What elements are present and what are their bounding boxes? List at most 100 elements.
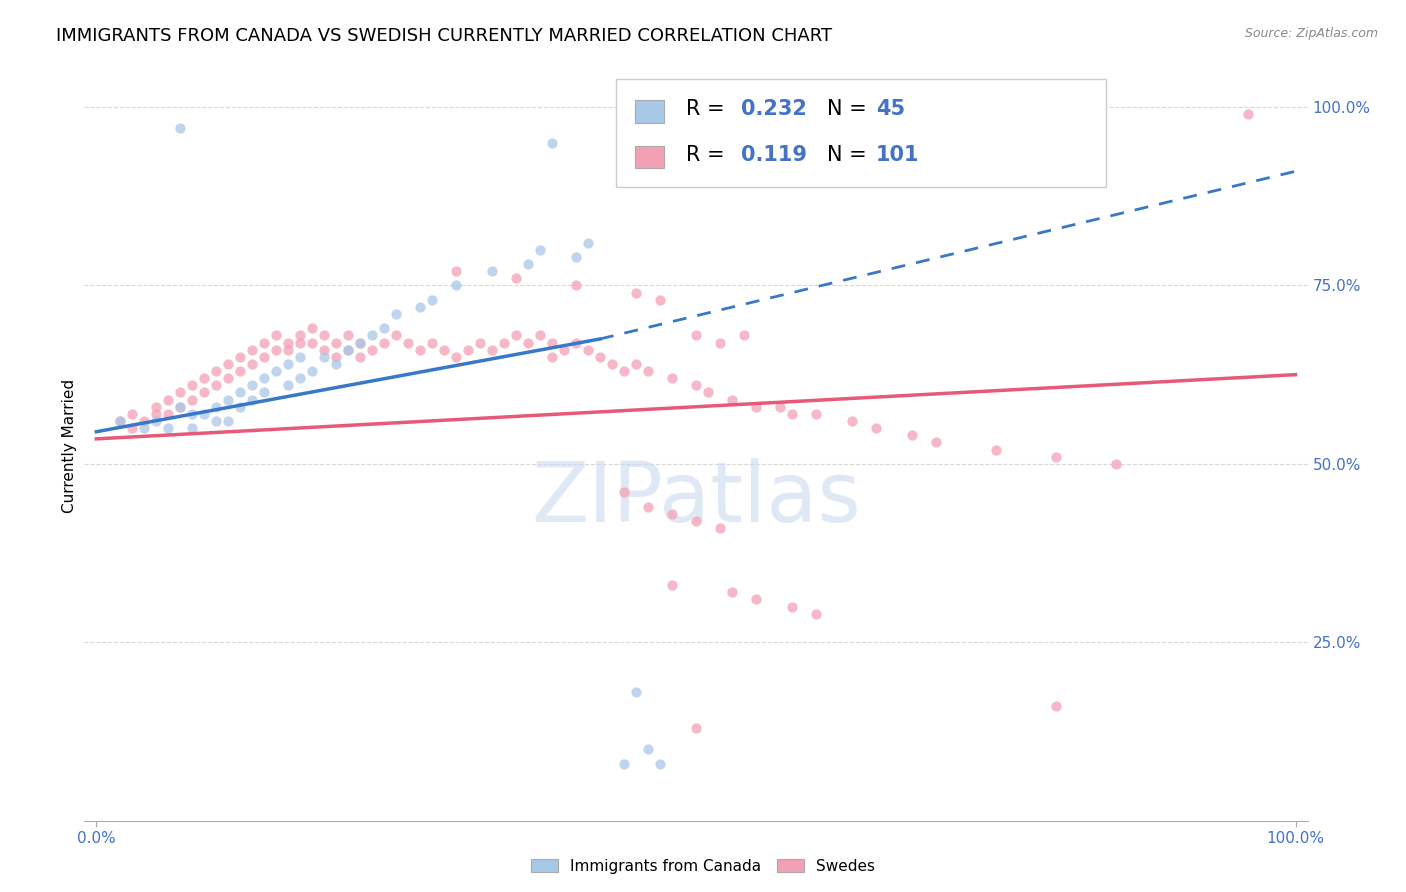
- Point: [780, 407, 803, 421]
- Point: [240, 343, 263, 357]
- Point: [553, 343, 575, 357]
- Point: [181, 392, 204, 407]
- Point: [841, 414, 863, 428]
- Point: [217, 357, 239, 371]
- Point: [314, 328, 336, 343]
- Point: [637, 364, 659, 378]
- Point: [444, 264, 467, 278]
- Point: [804, 407, 827, 421]
- Point: [169, 121, 191, 136]
- Point: [901, 428, 924, 442]
- Point: [314, 350, 336, 364]
- Point: [314, 343, 336, 357]
- Point: [685, 514, 707, 528]
- Point: [205, 400, 228, 414]
- Point: [661, 371, 683, 385]
- Text: 0.232: 0.232: [741, 99, 807, 120]
- Point: [121, 421, 143, 435]
- Point: [565, 250, 588, 264]
- Point: [169, 385, 191, 400]
- Point: [205, 414, 228, 428]
- Point: [373, 335, 395, 350]
- Text: 45: 45: [876, 99, 905, 120]
- Point: [121, 407, 143, 421]
- Point: [385, 307, 408, 321]
- Point: [661, 507, 683, 521]
- Point: [1236, 107, 1258, 121]
- Point: [505, 328, 527, 343]
- Text: N =: N =: [827, 145, 873, 165]
- Point: [457, 343, 479, 357]
- Point: [240, 357, 263, 371]
- Point: [721, 392, 744, 407]
- Point: [193, 407, 215, 421]
- Point: [169, 400, 191, 414]
- Legend: Immigrants from Canada, Swedes: Immigrants from Canada, Swedes: [524, 853, 882, 880]
- Point: [697, 385, 720, 400]
- Point: [301, 335, 323, 350]
- Point: [517, 257, 540, 271]
- Point: [181, 407, 204, 421]
- Point: [181, 378, 204, 392]
- Point: [529, 243, 551, 257]
- Point: [205, 378, 228, 392]
- Point: [600, 357, 623, 371]
- Point: [145, 414, 167, 428]
- Point: [134, 421, 156, 435]
- Point: [373, 321, 395, 335]
- Point: [624, 357, 647, 371]
- Y-axis label: Currently Married: Currently Married: [62, 379, 77, 513]
- Point: [264, 364, 287, 378]
- Point: [337, 343, 360, 357]
- Text: Source: ZipAtlas.com: Source: ZipAtlas.com: [1244, 27, 1378, 40]
- Point: [264, 343, 287, 357]
- Point: [157, 421, 180, 435]
- Point: [685, 378, 707, 392]
- Point: [181, 421, 204, 435]
- Point: [505, 271, 527, 285]
- Point: [290, 371, 312, 385]
- Point: [157, 392, 180, 407]
- Text: 0.119: 0.119: [741, 145, 807, 165]
- Point: [229, 364, 252, 378]
- Point: [337, 328, 360, 343]
- Point: [984, 442, 1007, 457]
- Point: [420, 335, 443, 350]
- Point: [277, 343, 299, 357]
- FancyBboxPatch shape: [636, 100, 664, 123]
- Point: [780, 599, 803, 614]
- Point: [193, 371, 215, 385]
- Point: [648, 756, 671, 771]
- Point: [576, 235, 599, 250]
- Point: [264, 328, 287, 343]
- Point: [409, 300, 432, 314]
- Point: [385, 328, 408, 343]
- Point: [409, 343, 432, 357]
- Point: [290, 335, 312, 350]
- Point: [481, 264, 503, 278]
- FancyBboxPatch shape: [636, 145, 664, 169]
- Point: [1045, 450, 1067, 464]
- Point: [541, 350, 564, 364]
- Text: 101: 101: [876, 145, 920, 165]
- Point: [804, 607, 827, 621]
- Text: R =: R =: [686, 145, 738, 165]
- Point: [661, 578, 683, 592]
- Point: [745, 400, 768, 414]
- Point: [349, 350, 371, 364]
- Point: [624, 285, 647, 300]
- Point: [361, 328, 384, 343]
- Point: [205, 364, 228, 378]
- Point: [865, 421, 887, 435]
- Point: [541, 136, 564, 150]
- Point: [325, 357, 347, 371]
- Point: [565, 278, 588, 293]
- Point: [301, 321, 323, 335]
- Point: [541, 335, 564, 350]
- Point: [733, 328, 755, 343]
- Point: [494, 335, 516, 350]
- Point: [624, 685, 647, 699]
- Point: [290, 350, 312, 364]
- Point: [709, 521, 731, 535]
- Point: [685, 721, 707, 735]
